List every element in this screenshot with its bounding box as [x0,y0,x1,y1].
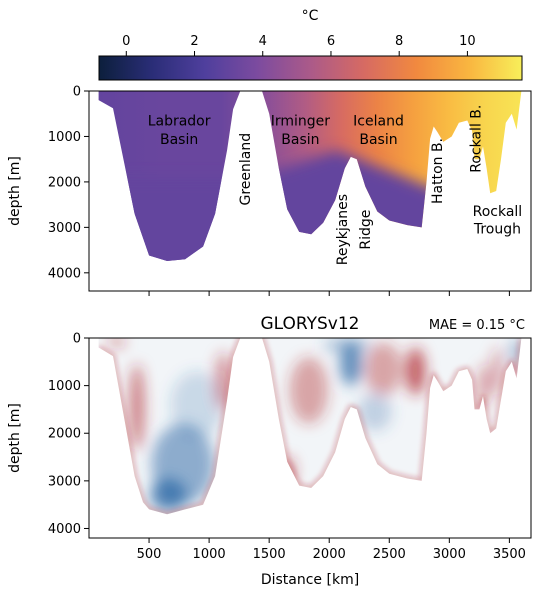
error-patch [406,347,426,396]
region-label: Rockall B. [469,105,485,173]
y-tick-label: 0 [73,332,81,347]
x-tick-label: 3500 [493,547,526,562]
x-tick-label: 2000 [313,547,346,562]
error-patch [364,342,403,396]
x-tick-label: 1000 [193,547,226,562]
colorbar-tick-label: 8 [395,34,403,49]
colorbar-ticks: 0 2 4 6 8 10 [122,34,476,56]
y-tick-label: 1000 [48,130,81,145]
colorbar: °C 0 2 4 6 8 10 [98,8,523,81]
colorbar-gradient [98,55,523,81]
error-field [98,338,522,515]
region-label: Basin [160,132,198,148]
region-label: Labrador [148,114,211,130]
region-label: Reykjanes [335,194,351,265]
temperature-panel: Labrador Basin Greenland Irminger Basin Icela… [7,85,532,296]
error-patch [108,338,125,346]
colorbar-tick-label: 10 [459,34,476,49]
colorbar-tick-label: 2 [190,34,198,49]
error-patch [129,364,145,450]
temperature-x-ticks [148,291,510,296]
colorbar-tick-label: 6 [327,34,335,49]
colorbar-label: °C [302,8,319,24]
x-tick-label: 500 [137,547,162,562]
error-x-label: Distance [km] [261,572,359,588]
y-tick-label: 3000 [48,221,81,236]
error-patch [340,342,362,386]
error-x-ticks: 500 1000 1500 2000 2500 3000 3500 [137,538,526,562]
error-patch [509,338,522,367]
y-tick-label: 3000 [48,474,81,489]
error-y-ticks: 0 1000 2000 3000 4000 [48,332,89,537]
temperature-y-ticks: 0 1000 2000 3000 4000 [48,85,89,281]
region-label: Basin [281,132,319,148]
y-tick-label: 2000 [48,175,81,190]
error-y-label: depth [m] [7,403,23,473]
colorbar-tick-label: 0 [122,34,130,49]
error-plot-frame [88,337,532,539]
temperature-y-label: depth [m] [7,156,23,226]
temperature-plot-frame [88,90,532,292]
region-label: Rockall [473,204,523,220]
region-label: Basin [359,132,397,148]
bottom-boundary-error [98,338,522,515]
y-tick-label: 1000 [48,379,81,394]
region-label: Hatton B. [430,138,446,204]
region-label: Trough [473,222,521,238]
error-patch [150,478,187,512]
region-label: Iceland [353,114,404,130]
error-patch [289,357,328,424]
error-patch [170,371,224,439]
error-panel: GLORYSv12 MAE = 0.15 °C 0 1000 2000 3000 400… [7,314,532,588]
error-patch [492,347,503,396]
y-tick-label: 2000 [48,427,81,442]
error-patch [358,392,392,431]
region-labels: Labrador Basin Greenland Irminger Basin Icela… [148,105,523,266]
error-patch [323,338,372,353]
y-tick-label: 4000 [48,266,81,281]
x-tick-label: 3000 [433,547,466,562]
region-label: Greenland [238,133,254,206]
error-panel-title: GLORYSv12 [260,314,359,334]
region-label: Irminger [271,114,331,130]
x-tick-label: 1500 [253,547,286,562]
colorbar-tick-label: 4 [259,34,267,49]
mae-annotation: MAE = 0.15 °C [429,318,525,333]
region-label: Ridge [358,210,374,250]
y-tick-label: 0 [73,85,81,100]
y-tick-label: 4000 [48,522,81,537]
x-tick-label: 2500 [373,547,406,562]
